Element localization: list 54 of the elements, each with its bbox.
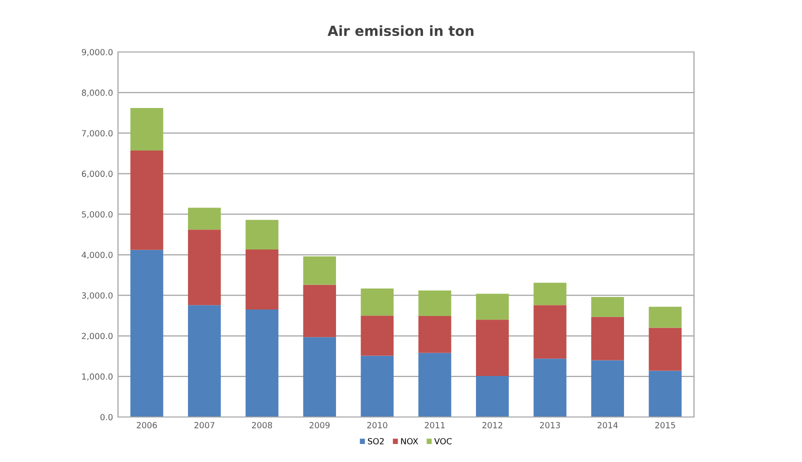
bar	[476, 294, 509, 320]
bar	[246, 220, 278, 250]
bar	[476, 376, 509, 417]
bar	[648, 370, 682, 417]
legend-label: VOC	[434, 438, 452, 444]
y-tick-label: 2,000.0	[82, 332, 113, 340]
x-tick-label: 2011	[424, 422, 445, 428]
y-tick-label: 6,000.0	[82, 170, 113, 178]
bar	[418, 352, 452, 417]
x-tick-label: 2012	[482, 422, 502, 428]
bar	[130, 250, 164, 417]
x-tick-label: 2013	[540, 422, 560, 428]
bar	[591, 360, 624, 417]
bar	[648, 306, 682, 328]
x-tick-label: 2006	[136, 422, 157, 428]
bar	[303, 256, 336, 285]
bar	[188, 208, 221, 230]
bar	[360, 356, 394, 417]
bar	[360, 316, 394, 356]
bar	[130, 150, 164, 250]
bar	[534, 358, 566, 417]
legend-label: SO2	[368, 438, 384, 444]
x-tick-label: 2008	[252, 422, 272, 428]
bar	[246, 250, 278, 310]
bar	[303, 337, 336, 417]
x-tick-label: 2014	[598, 422, 618, 428]
x-tick-label: 2007	[194, 422, 214, 428]
x-tick-label: 2009	[310, 422, 330, 428]
bar	[418, 316, 452, 353]
bar	[188, 230, 221, 306]
bar	[648, 328, 682, 371]
bar	[534, 305, 566, 359]
x-tick-label: 2010	[367, 422, 388, 428]
bar	[591, 316, 624, 360]
y-tick-label: 5,000.0	[82, 211, 113, 218]
legend-label: NOX	[401, 438, 418, 444]
bar	[303, 284, 336, 338]
bar	[130, 108, 164, 151]
bar	[188, 305, 221, 417]
y-tick-label: 0.0	[100, 414, 113, 420]
y-tick-label: 8,000.0	[82, 90, 113, 97]
bar	[418, 290, 452, 316]
bar	[360, 288, 394, 316]
bar	[246, 310, 278, 417]
y-tick-label: 7,000.0	[82, 130, 113, 138]
y-tick-label: 3,000.0	[82, 292, 113, 300]
y-tick-label: 1,000.0	[82, 373, 113, 381]
y-tick-label: 4,000.0	[82, 252, 113, 259]
bar	[476, 320, 509, 376]
x-tick-label: 2015	[655, 422, 676, 428]
bar	[534, 282, 566, 306]
chart-title: Air emission in ton	[328, 25, 474, 36]
bar	[591, 296, 624, 317]
y-tick-label: 9,000.0	[82, 48, 113, 56]
